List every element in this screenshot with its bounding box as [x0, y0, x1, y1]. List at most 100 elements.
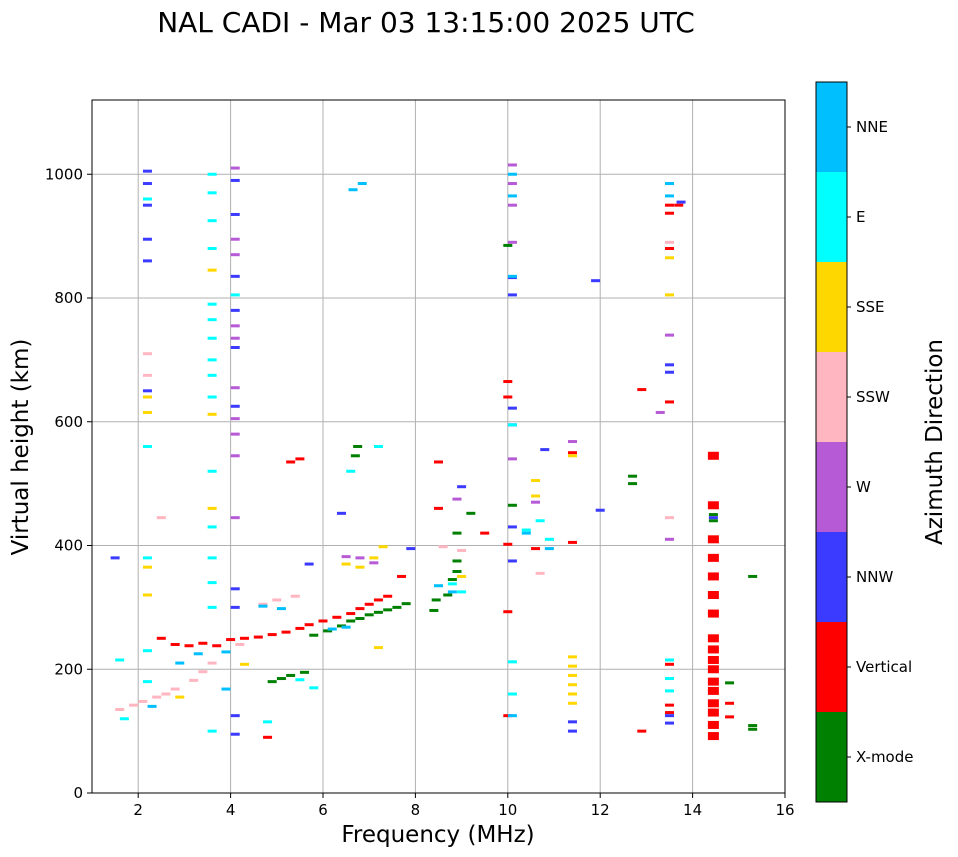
data-point: [230, 336, 240, 340]
data-point: [207, 506, 217, 510]
data-point: [230, 253, 240, 257]
data-point: [161, 692, 171, 696]
data-point: [665, 293, 674, 297]
data-point: [708, 516, 718, 520]
data-point: [438, 545, 448, 549]
x-tick-label: 6: [318, 801, 328, 819]
data-point: [142, 680, 152, 684]
data-point: [665, 711, 674, 715]
data-point: [665, 182, 674, 186]
data-point: [457, 485, 467, 489]
data-point: [142, 395, 152, 399]
colorbar-label: NNE: [856, 118, 888, 136]
data-point: [142, 565, 152, 569]
data-point: [665, 370, 674, 374]
data-point: [503, 243, 513, 247]
data-point: [725, 681, 735, 685]
data-point: [707, 655, 719, 664]
data-point: [531, 494, 541, 498]
data-point: [207, 469, 217, 473]
data-point: [309, 633, 319, 637]
data-point: [230, 237, 240, 241]
data-point: [276, 677, 286, 681]
plot-frame: [91, 99, 786, 794]
data-point: [115, 658, 125, 662]
data-point: [507, 692, 517, 696]
y-tick-label: 400: [54, 537, 83, 555]
data-point: [142, 203, 152, 207]
data-point: [129, 703, 139, 707]
data-point: [707, 501, 719, 510]
data-point: [434, 506, 443, 510]
colorbar-segment: [816, 442, 847, 532]
data-point: [503, 542, 513, 546]
data-point: [142, 389, 152, 393]
data-point: [142, 556, 152, 560]
data-point: [230, 324, 240, 328]
colorbar-segment: [816, 622, 847, 712]
data-point: [364, 613, 374, 617]
data-point: [207, 412, 217, 416]
data-point: [230, 714, 240, 718]
data-point: [341, 625, 351, 629]
data-point: [346, 619, 356, 623]
colorbar-segment: [816, 532, 847, 622]
data-point: [707, 451, 719, 460]
data-point: [665, 240, 674, 244]
data-point: [142, 352, 152, 356]
colorbar-label: X-mode: [856, 748, 913, 766]
data-point: [341, 555, 351, 559]
data-point: [115, 707, 125, 711]
data-point: [142, 237, 152, 241]
data-point: [457, 574, 467, 578]
data-point: [383, 608, 393, 612]
data-point: [628, 474, 638, 478]
data-point: [230, 166, 240, 170]
data-point: [507, 194, 517, 198]
colorbar-segment: [816, 82, 847, 172]
data-point: [665, 662, 674, 666]
data-point: [189, 678, 199, 682]
colorbar: X-mode Vertical NNW W SSW SSE E NNE: [815, 81, 913, 803]
data-point: [665, 363, 674, 367]
data-point: [239, 636, 249, 640]
data-point: [665, 689, 674, 693]
data-point: [230, 308, 240, 312]
data-point: [207, 556, 217, 560]
data-point: [207, 395, 217, 399]
data-point: [239, 662, 249, 666]
data-point: [142, 649, 152, 653]
data-point: [346, 612, 356, 616]
data-point: [665, 194, 674, 198]
x-axis-label: Frequency (MHz): [341, 822, 534, 848]
data-point: [207, 373, 217, 377]
data-point: [175, 695, 185, 699]
data-point: [507, 660, 517, 664]
data-point: [207, 191, 217, 195]
data-point: [665, 203, 674, 207]
data-point: [665, 677, 674, 681]
data-point: [373, 646, 383, 650]
data-point: [267, 680, 277, 684]
data-point: [707, 645, 719, 654]
x-tick-label: 8: [411, 801, 421, 819]
data-point: [304, 623, 314, 627]
data-point: [707, 677, 719, 686]
data-point: [447, 590, 457, 594]
data-point: [401, 602, 411, 606]
data-point: [628, 482, 638, 486]
data-point: [355, 556, 365, 560]
data-point: [207, 247, 217, 250]
data-point: [207, 358, 217, 362]
data-point: [540, 448, 550, 452]
data-point: [221, 650, 231, 654]
data-point: [142, 410, 152, 414]
data-point: [725, 715, 735, 719]
data-point: [531, 479, 541, 483]
data-point: [309, 686, 319, 690]
data-point: [230, 417, 240, 421]
x-tick-label: 16: [775, 801, 794, 819]
colorbar-segment: [816, 352, 847, 442]
data-point: [207, 525, 217, 529]
